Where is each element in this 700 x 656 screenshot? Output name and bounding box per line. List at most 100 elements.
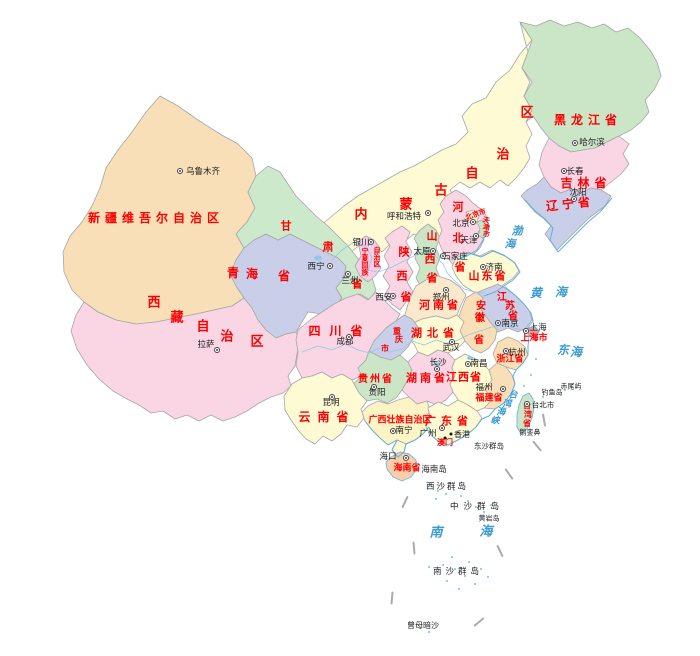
island-dot xyxy=(564,389,567,392)
province-hunan[interactable] xyxy=(401,349,456,406)
city-label: 南京 xyxy=(501,318,519,329)
city-marker xyxy=(449,339,455,345)
province-label-xizang: 区 xyxy=(250,334,264,350)
province-label-taiwan: 省 xyxy=(523,419,531,428)
province-label-xizang: 西 xyxy=(147,295,161,311)
province-label-shaanxi: 省 xyxy=(400,290,412,304)
city-label: 杭州 xyxy=(508,347,526,358)
province-label-zhejiang: 浙江省 xyxy=(496,354,524,365)
province-label-jiangsu: 苏 xyxy=(505,301,515,312)
island-dot xyxy=(453,489,456,492)
island-label: 中沙群岛 xyxy=(449,501,505,512)
coastline-liaodong xyxy=(524,197,613,253)
island-dot xyxy=(474,583,477,586)
city-marker xyxy=(524,401,530,407)
lake-poyang xyxy=(467,356,473,360)
city-label: 银川 xyxy=(352,237,370,248)
island-dot xyxy=(530,374,533,377)
city-label: 长春 xyxy=(566,166,584,177)
nine-dash-line-segment xyxy=(496,544,504,558)
island-dot xyxy=(467,500,470,503)
province-label-shanghai: 上海市 xyxy=(520,333,548,344)
island-dot xyxy=(451,556,454,559)
province-label-ningxia-1: 宁 xyxy=(361,247,369,255)
province-label-hebei: 省 xyxy=(454,260,466,274)
province-label-anhui: 徽 xyxy=(475,313,485,324)
island-dot xyxy=(429,485,432,488)
city-label: 长沙 xyxy=(429,357,447,368)
province-label-neimenggu: 内 xyxy=(354,207,368,223)
island-dot xyxy=(435,498,438,501)
city-marker xyxy=(571,196,577,202)
city-marker xyxy=(440,253,446,259)
province-label-chongqing: 庆 xyxy=(395,335,403,344)
island-dot xyxy=(478,447,481,450)
island-dot xyxy=(483,511,486,514)
province-label-hainan: 海南省 xyxy=(393,463,421,474)
province-label-neimenggu: 古 xyxy=(434,183,448,199)
city-marker xyxy=(443,287,449,293)
island-label: 黄岩岛 xyxy=(478,514,500,523)
city-marker xyxy=(346,334,352,340)
city-label: 兰州 xyxy=(341,275,359,286)
province-label-gansu: 甘 xyxy=(280,219,292,233)
island-dot xyxy=(535,358,538,361)
city-marker xyxy=(503,348,509,354)
city-label: 太原 xyxy=(413,246,431,257)
island-label: 鹅銮鼻 xyxy=(519,428,541,437)
city-label: 武汉 xyxy=(442,342,460,353)
province-label-jilin: 吉林省 xyxy=(560,176,612,190)
province-yunnan[interactable] xyxy=(283,371,368,445)
city-marker xyxy=(329,394,335,400)
city-marker xyxy=(439,425,445,431)
nine-dash-line-segment xyxy=(401,495,409,509)
city-label: 天津 xyxy=(460,235,478,246)
island-dot xyxy=(480,568,483,571)
province-label-liaoning: 辽宁省 xyxy=(545,194,595,214)
city-marker xyxy=(480,264,486,270)
city-label: 贵阳 xyxy=(368,387,386,398)
province-heilongjiang[interactable] xyxy=(519,19,662,153)
sea-label-nanhai: 海 xyxy=(479,524,493,540)
city-marker xyxy=(345,271,351,277)
city-label: 沈阳 xyxy=(569,187,587,198)
sar-city-dot xyxy=(449,432,453,436)
province-label-hunan: 湖南省 xyxy=(406,371,448,385)
city-label: 北京 xyxy=(452,218,470,229)
city-label: 济南 xyxy=(485,262,503,273)
province-label-hebei: 北 xyxy=(452,231,464,245)
nine-dash-line-segment xyxy=(473,617,485,627)
city-label: 石家庄 xyxy=(442,251,468,262)
province-tibet[interactable] xyxy=(70,297,301,422)
city-label: 南宁 xyxy=(395,425,413,436)
province-label-heilongjiang: 黑龙江省 xyxy=(553,113,623,127)
province-label-neimenggu: 蒙 xyxy=(399,197,413,213)
island-dot xyxy=(523,385,526,388)
city-label: 成都 xyxy=(336,336,354,347)
province-shandong[interactable] xyxy=(451,249,520,296)
province-label-ningxia-1: 夏 xyxy=(361,254,369,262)
province-beijing[interactable] xyxy=(465,209,480,224)
province-hainan[interactable] xyxy=(385,451,418,482)
sea-label-huanghai: 黄 xyxy=(529,286,543,300)
island-dot xyxy=(428,631,431,634)
island-dot xyxy=(442,564,445,567)
province-label-yunnan: 云南省 xyxy=(298,410,356,424)
island-dot xyxy=(460,495,463,498)
province-shaanxi[interactable] xyxy=(382,225,414,311)
sea-label-taiwan-haixia: 峡 xyxy=(490,416,500,427)
city-marker xyxy=(434,366,440,372)
sea-label-bohai: 海 xyxy=(504,237,516,251)
yellow-river xyxy=(331,241,485,294)
city-label: 呼和浩特 xyxy=(386,211,422,222)
island-dot xyxy=(475,506,478,509)
city-label: 上海 xyxy=(529,322,547,333)
city-label: 拉萨 xyxy=(197,339,215,350)
island-dot xyxy=(454,568,457,571)
province-label-gansu: 省 xyxy=(351,277,363,291)
city-label: 郑州 xyxy=(432,292,450,303)
island-dot xyxy=(428,566,431,569)
province-label-shaanxi: 西 xyxy=(396,269,408,283)
city-label: 广州 xyxy=(419,428,437,439)
